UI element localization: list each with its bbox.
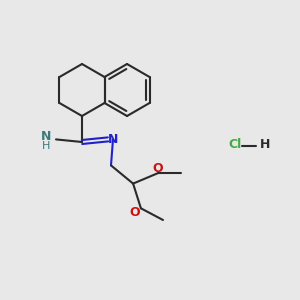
Text: O: O — [152, 162, 163, 175]
Text: N: N — [41, 130, 51, 143]
Text: O: O — [130, 206, 140, 219]
Text: H: H — [260, 139, 270, 152]
Text: N: N — [108, 133, 118, 146]
Text: Cl: Cl — [228, 139, 241, 152]
Text: H: H — [42, 141, 50, 152]
